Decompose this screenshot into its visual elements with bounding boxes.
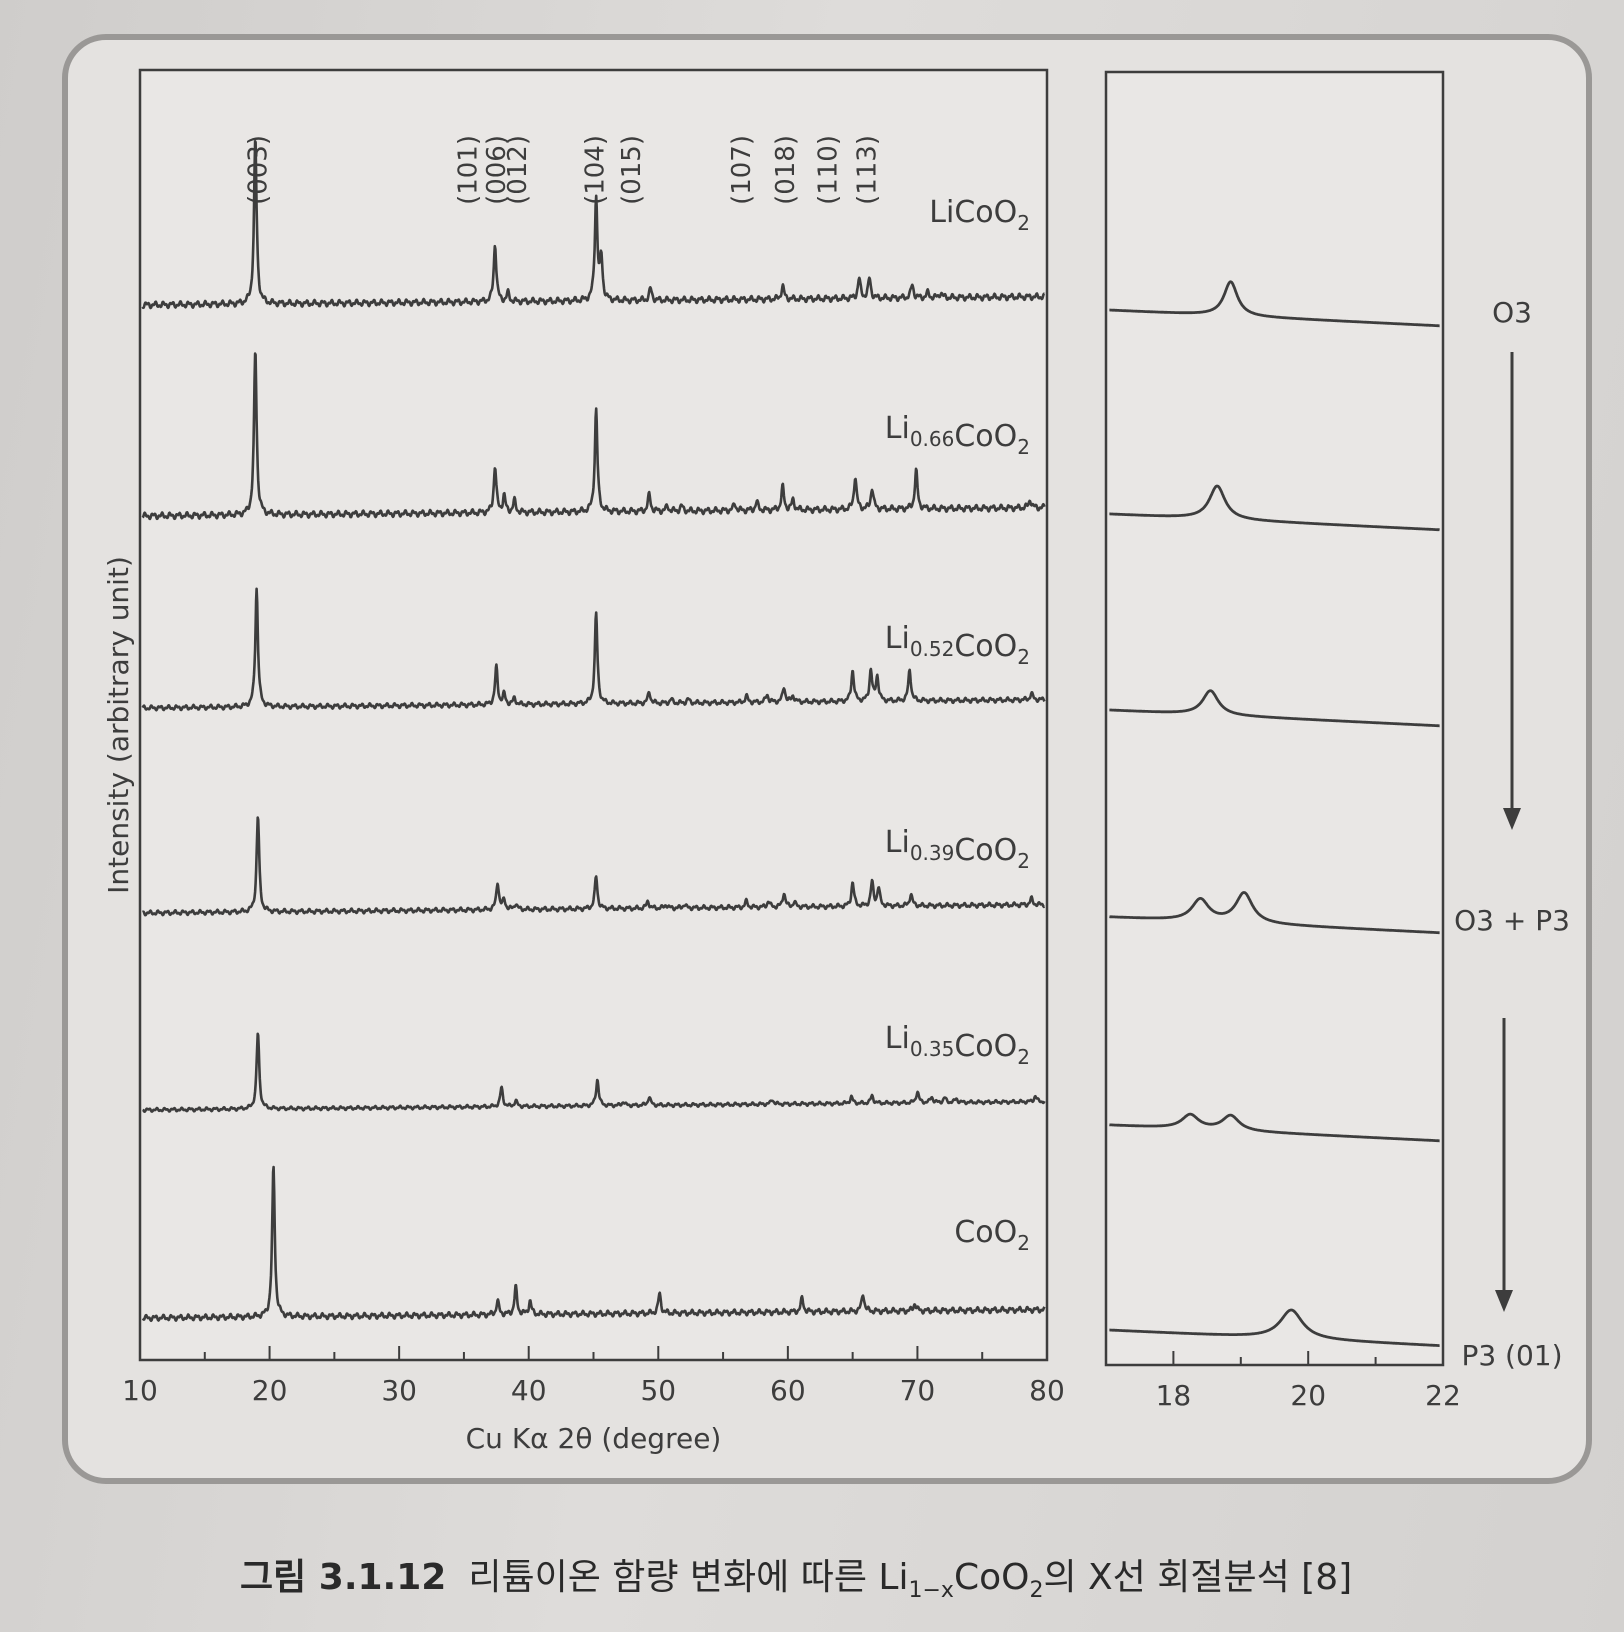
- phase-label-o3: O3: [1492, 296, 1532, 329]
- left-x-tick-label: 70: [900, 1374, 936, 1407]
- right-x-tick-label: 22: [1425, 1379, 1461, 1412]
- caption-text-sub2: 2: [1029, 1578, 1043, 1603]
- right-x-tick-label: 18: [1156, 1379, 1192, 1412]
- peak-label: (018): [771, 135, 801, 205]
- peak-label: (101): [454, 135, 484, 205]
- left-x-tick-label: 40: [511, 1374, 547, 1407]
- peak-label: (003): [244, 135, 274, 205]
- left-x-axis-label: Cu Kα 2θ (degree): [466, 1422, 722, 1455]
- peak-label: (104): [581, 135, 611, 205]
- caption-text-after: 의 X선 회절분석 [8]: [1043, 1557, 1352, 1598]
- left-series-label: LiCoO2: [929, 195, 1030, 235]
- phase-arrow-upper-head: [1503, 808, 1521, 830]
- left-x-tick-label: 30: [381, 1374, 417, 1407]
- phase-label-o3-p3: O3 + P3: [1454, 904, 1570, 937]
- figure-caption: 그림 3.1.12 리튬이온 함량 변화에 따른 Li1−xCoO2의 X선 회절…: [240, 1548, 1440, 1603]
- caption-text-sub: 1−x: [908, 1578, 953, 1603]
- caption-text-before: 리튬이온 함량 변화에 따른 Li: [468, 1557, 908, 1598]
- left-x-tick-label: 80: [1029, 1374, 1065, 1407]
- left-x-tick-label: 10: [122, 1374, 158, 1407]
- peak-label: (107): [727, 135, 757, 205]
- phase-arrow-lower-head: [1495, 1290, 1513, 1312]
- peak-label: (015): [617, 135, 647, 205]
- left-x-tick-label: 50: [640, 1374, 676, 1407]
- xrd-figure: 10 20 30 40 50 60 70 80 Cu Kα 2θ (degree) Intensi…: [0, 0, 1624, 1520]
- caption-number: 그림 3.1.12: [240, 1557, 446, 1598]
- phase-label-p3: P3 (01): [1461, 1339, 1562, 1372]
- left-y-axis-label: Intensity (arbitrary unit): [102, 556, 135, 894]
- right-x-tick-label: 20: [1290, 1379, 1326, 1412]
- peak-label: (110): [814, 135, 844, 205]
- peak-label: (012): [503, 135, 533, 205]
- peak-label: (113): [853, 135, 883, 205]
- left-x-tick-label: 20: [252, 1374, 288, 1407]
- left-x-tick-label: 60: [770, 1374, 806, 1407]
- caption-text-mid: CoO: [954, 1557, 1030, 1598]
